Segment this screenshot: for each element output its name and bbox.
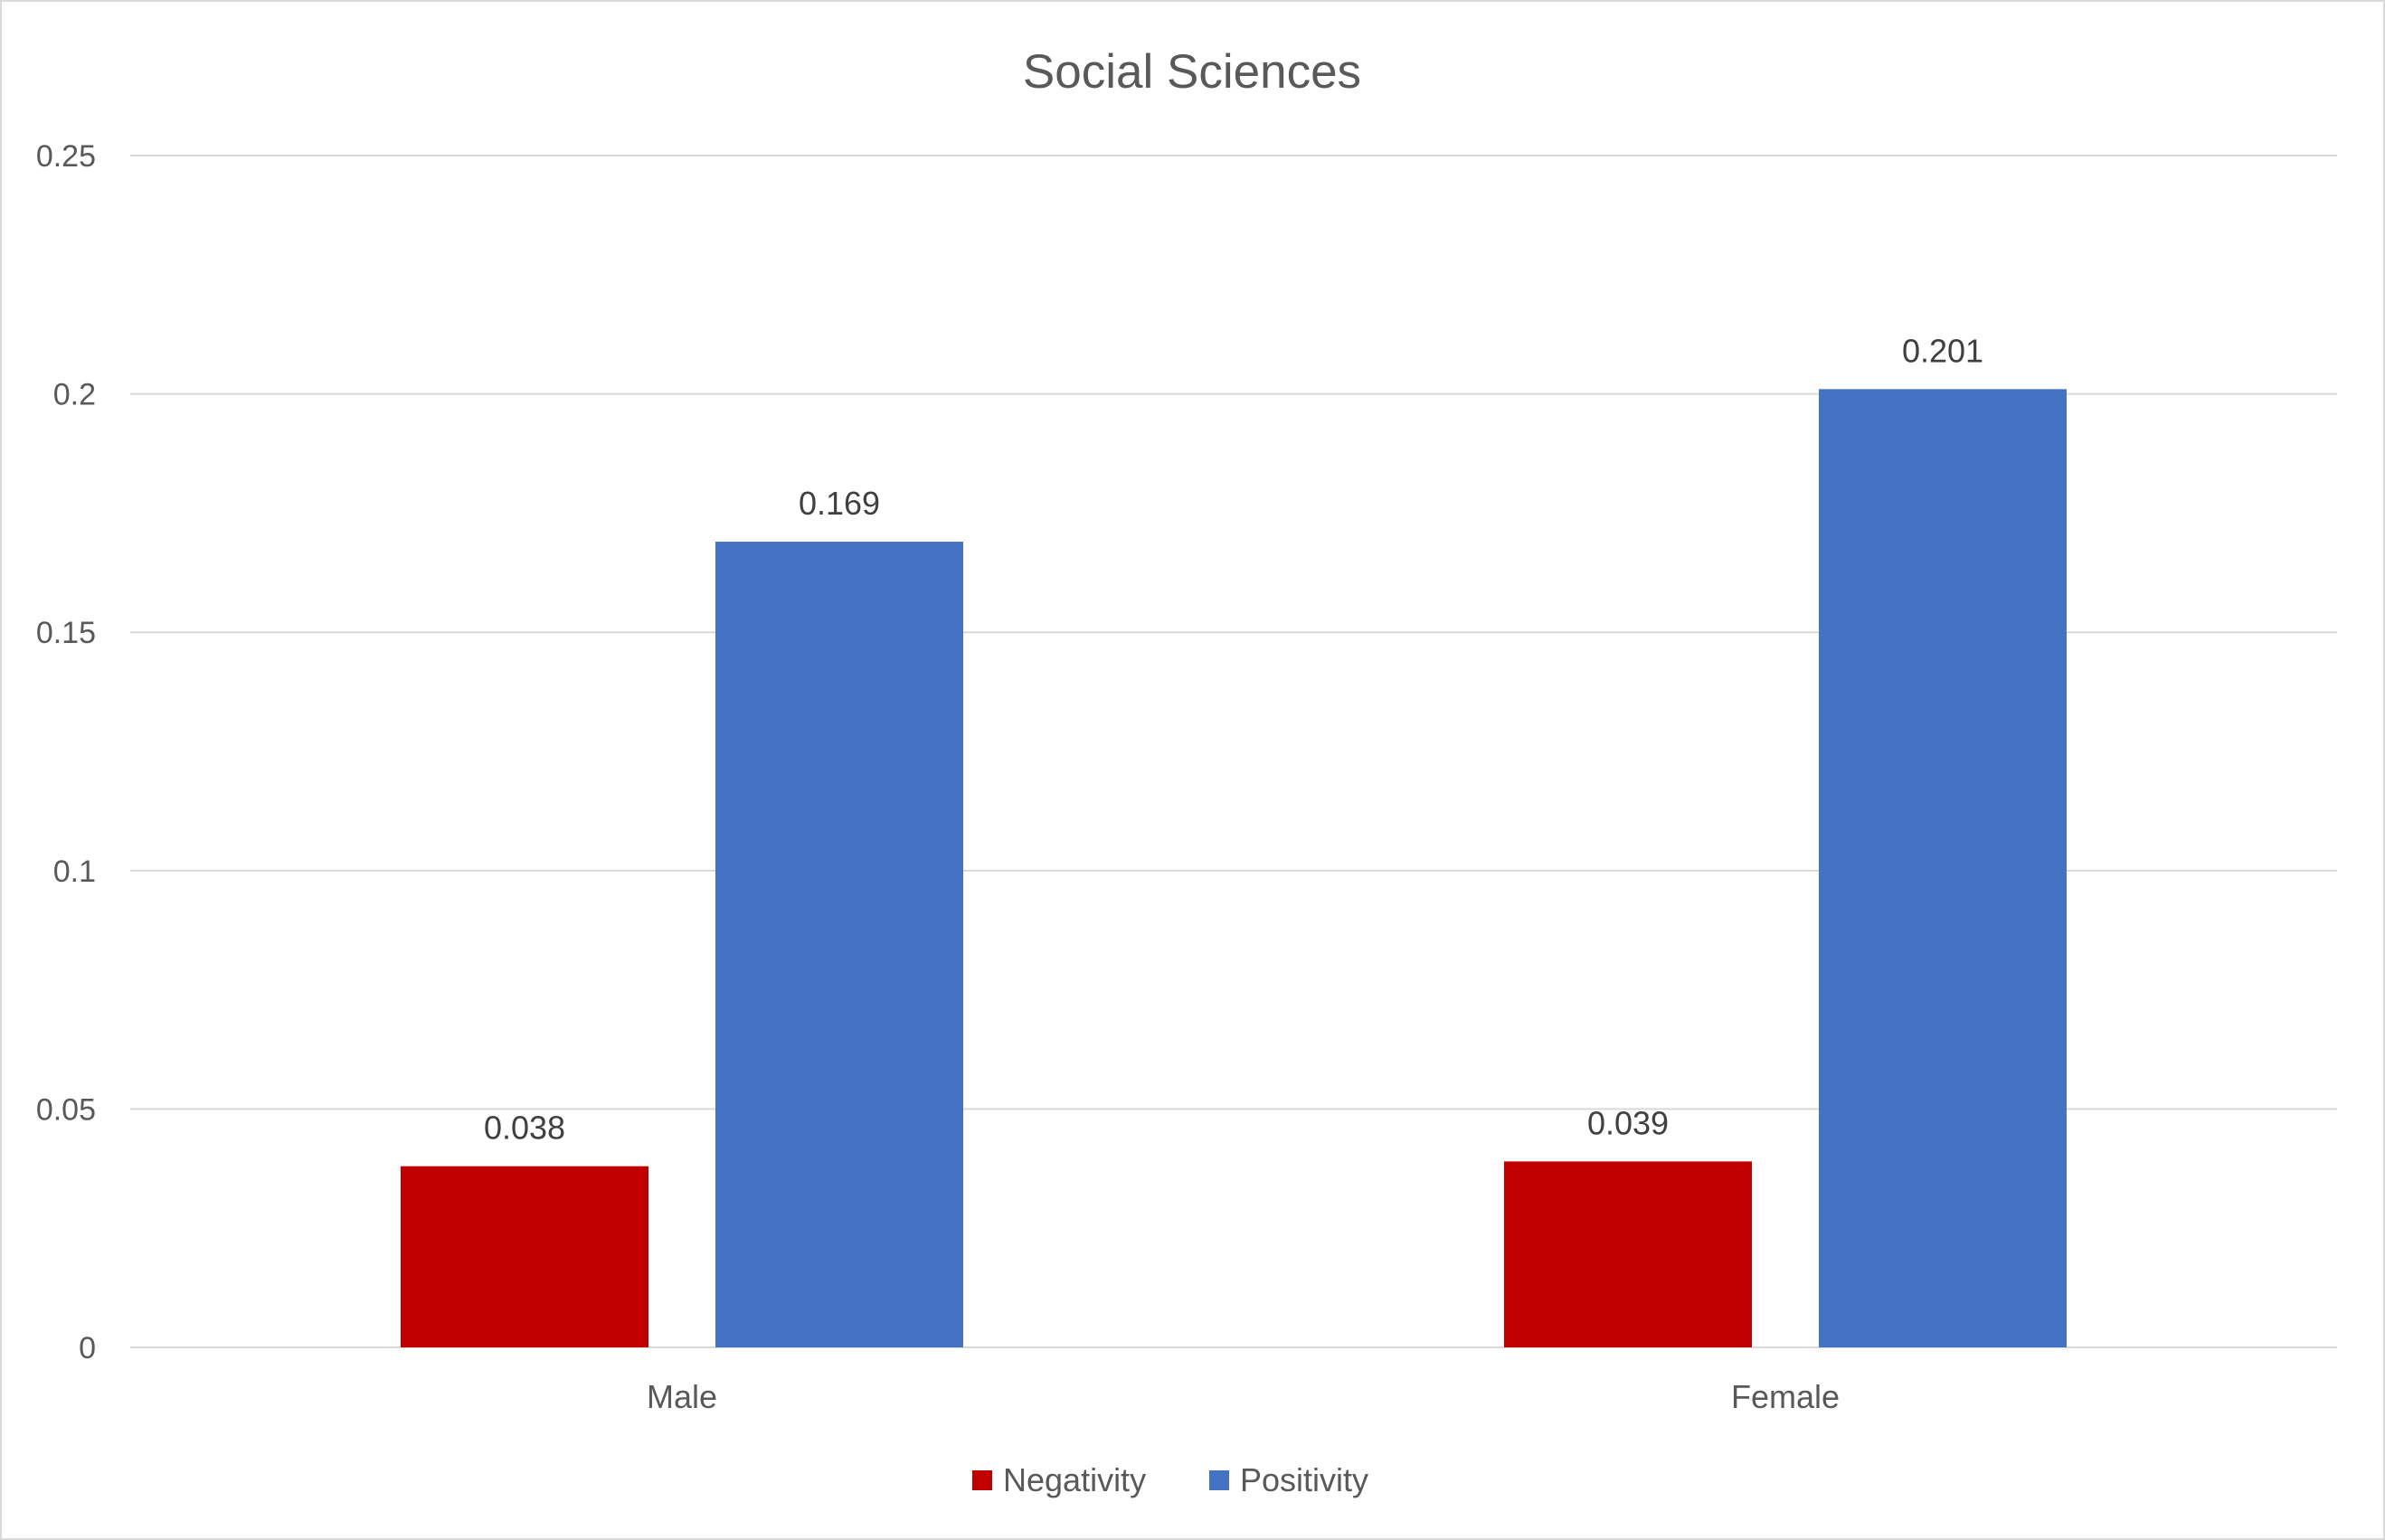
- legend: Negativity Positivity: [972, 1461, 1368, 1498]
- y-tick-label: 0: [79, 1331, 96, 1365]
- x-category-label: Male: [647, 1378, 717, 1415]
- bar-positivity-male: [715, 542, 963, 1347]
- bar-negativity-male: [401, 1166, 648, 1347]
- legend-swatch-positivity: [1209, 1470, 1229, 1490]
- data-label-positivity-female: 0.201: [1902, 332, 1983, 369]
- legend-swatch-negativity: [972, 1470, 992, 1490]
- data-label-negativity-female: 0.039: [1587, 1104, 1669, 1141]
- bar-positivity-female: [1819, 389, 2067, 1347]
- legend-label-positivity: Positivity: [1240, 1461, 1368, 1498]
- data-label-negativity-male: 0.038: [484, 1110, 565, 1147]
- y-tick-label: 0.15: [36, 616, 96, 650]
- y-axis-tick-labels: 0 0.05 0.1 0.15 0.2 0.25: [36, 139, 96, 1365]
- data-label-positivity-male: 0.169: [799, 485, 880, 522]
- x-category-label: Female: [1731, 1378, 1840, 1415]
- x-axis-category-labels: Male Female: [647, 1378, 1840, 1415]
- bars: [401, 389, 2067, 1347]
- y-tick-label: 0.25: [36, 139, 96, 174]
- y-tick-label: 0.2: [53, 378, 96, 412]
- y-tick-label: 0.05: [36, 1092, 96, 1127]
- legend-label-negativity: Negativity: [1003, 1461, 1146, 1498]
- chart-title: Social Sciences: [1023, 45, 1361, 99]
- bar-negativity-female: [1504, 1161, 1752, 1347]
- data-labels: 0.038 0.169 0.039 0.201: [484, 332, 1983, 1146]
- y-tick-label: 0.1: [53, 855, 96, 889]
